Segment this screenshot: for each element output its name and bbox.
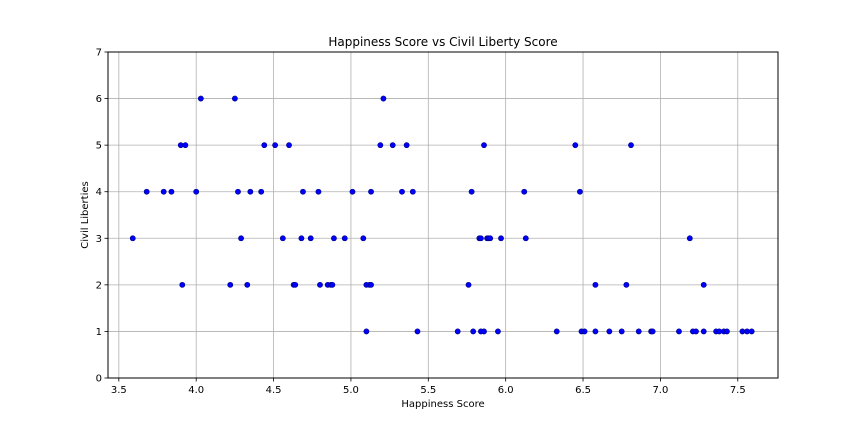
data-point <box>522 235 529 242</box>
data-point <box>307 235 314 242</box>
data-point <box>649 328 656 335</box>
y-tick-label: 4 <box>96 187 102 198</box>
data-point <box>414 328 421 335</box>
data-point <box>329 281 336 288</box>
data-point <box>686 235 693 242</box>
data-point <box>700 281 707 288</box>
data-point <box>227 281 234 288</box>
data-point <box>341 235 348 242</box>
data-point <box>498 235 504 242</box>
data-point <box>380 95 387 102</box>
axis-ticks: 3.5 4.0 4.5 5.0 5.5 6.0 6.5 7.0 7.5 0 1 2 3 4 5 6 7 <box>96 48 746 397</box>
data-point <box>244 281 251 288</box>
data-point <box>179 281 186 288</box>
data-point <box>454 328 461 335</box>
data-point <box>279 235 286 242</box>
data-point <box>592 281 599 288</box>
x-tick-label: 5.0 <box>343 385 359 396</box>
data-points <box>129 95 755 335</box>
data-point <box>168 188 175 195</box>
data-point <box>292 281 299 288</box>
data-point <box>592 328 599 335</box>
x-tick-label: 6.0 <box>498 385 514 396</box>
data-point <box>470 328 477 335</box>
data-point <box>628 142 634 149</box>
data-point <box>468 188 475 195</box>
y-tick-label: 1 <box>96 327 102 338</box>
data-point <box>286 142 292 149</box>
data-point <box>553 328 560 335</box>
data-point <box>465 281 472 288</box>
data-point <box>377 142 384 149</box>
data-point <box>495 328 501 335</box>
data-point <box>606 328 613 335</box>
data-point <box>238 235 244 242</box>
x-axis-label: Happiness Score <box>401 399 484 410</box>
data-point <box>182 142 189 149</box>
data-point <box>368 188 374 195</box>
data-point <box>748 328 755 335</box>
data-point <box>247 188 254 195</box>
y-tick-label: 0 <box>96 374 102 385</box>
data-point <box>724 328 730 335</box>
data-point <box>581 328 588 335</box>
data-point <box>403 142 410 149</box>
plot-frame <box>107 51 779 379</box>
data-point <box>197 95 204 102</box>
x-tick-label: 4.5 <box>266 385 282 396</box>
data-point <box>478 235 484 242</box>
data-point <box>331 235 337 242</box>
x-tick-label: 7.5 <box>730 385 746 396</box>
x-tick-label: 7.0 <box>652 385 668 396</box>
data-point <box>635 328 642 335</box>
data-point <box>317 281 323 288</box>
data-point <box>368 281 374 288</box>
data-point <box>676 328 682 335</box>
data-point <box>577 188 583 195</box>
data-point <box>693 328 699 335</box>
data-point <box>258 188 265 195</box>
data-point <box>272 142 279 149</box>
data-point <box>521 188 528 195</box>
data-point <box>360 235 367 242</box>
data-point <box>349 188 356 195</box>
y-tick-label: 3 <box>96 234 102 245</box>
x-tick-label: 4.0 <box>188 385 204 396</box>
data-point <box>409 188 416 195</box>
y-axis-label: Civil Liberties <box>80 181 91 248</box>
data-point <box>481 328 487 335</box>
data-point <box>129 235 136 242</box>
data-point <box>298 235 305 242</box>
data-point <box>389 142 396 149</box>
y-tick-label: 5 <box>96 141 102 152</box>
data-point <box>623 281 630 288</box>
data-point <box>231 95 238 102</box>
data-point <box>363 328 370 335</box>
x-tick-label: 3.5 <box>111 385 127 396</box>
data-point <box>618 328 625 335</box>
x-tick-label: 6.5 <box>575 385 591 396</box>
data-point <box>700 328 707 335</box>
data-point <box>160 188 167 195</box>
data-point <box>481 142 487 149</box>
data-point <box>261 142 268 149</box>
data-point <box>315 188 322 195</box>
data-point <box>572 142 579 149</box>
chart-title: Happiness Score vs Civil Liberty Score <box>328 35 557 49</box>
y-tick-label: 6 <box>96 94 102 105</box>
data-point <box>300 188 306 195</box>
y-tick-label: 7 <box>96 48 102 59</box>
data-point <box>487 235 494 242</box>
y-tick-label: 2 <box>96 280 102 291</box>
data-point <box>143 188 150 195</box>
data-point <box>193 188 200 195</box>
x-tick-label: 5.5 <box>420 385 436 396</box>
data-point <box>399 188 405 195</box>
data-point <box>235 188 241 195</box>
